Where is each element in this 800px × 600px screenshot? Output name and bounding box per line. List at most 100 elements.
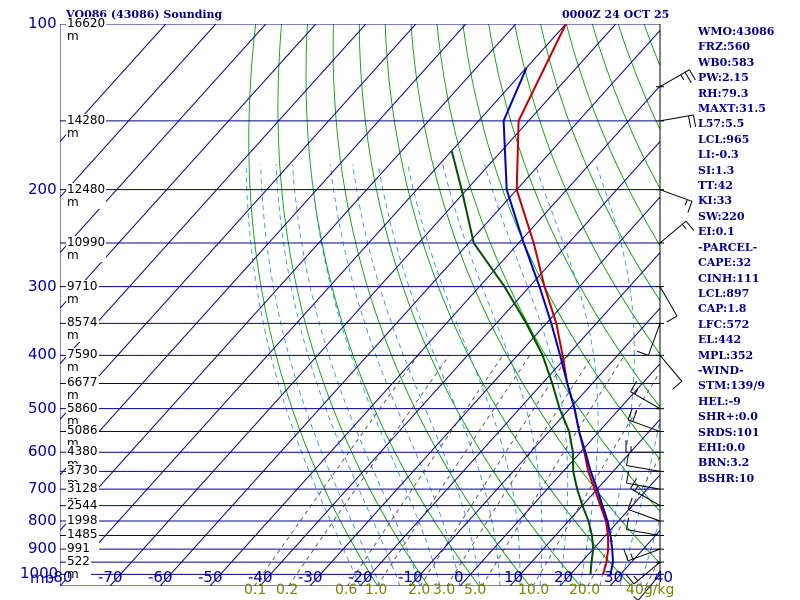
wind-barb-column <box>623 24 697 600</box>
mixing-ratio-label: 0.6 <box>335 582 358 598</box>
index-item: MPL:352 <box>698 348 754 362</box>
moist-adiabat <box>352 164 481 586</box>
mixing-ratio-line <box>481 355 625 586</box>
wind-barb <box>625 440 664 453</box>
mixing-ratio-label: 0.1 <box>244 582 267 598</box>
mixing-ratio-line <box>446 355 594 586</box>
index-item: SRDS:101 <box>698 425 760 439</box>
moist-adiabat <box>595 164 635 586</box>
index-item: LCL:965 <box>698 132 750 146</box>
dry-adiabat <box>774 24 800 586</box>
isotherm-line <box>409 307 660 586</box>
mixing-ratio-label: 3.0 <box>433 582 456 598</box>
temperature-tick-label: -20 <box>348 568 373 586</box>
dry-adiabat <box>514 24 660 355</box>
index-item: WMO:43086 <box>698 25 775 38</box>
dewpoint-line <box>450 150 595 575</box>
temperature-tick-label: -60 <box>148 568 173 586</box>
index-item: MAXT:31.5 <box>698 102 766 116</box>
index-item: L57:5.5 <box>698 117 745 131</box>
isotherm-line <box>60 24 367 365</box>
isotherm-line <box>60 24 467 476</box>
pressure-tick-label: 400 <box>28 345 57 364</box>
wind-barb <box>627 497 664 522</box>
wind-barb <box>627 408 664 432</box>
background-grid <box>60 24 800 586</box>
dry-adiabat <box>540 24 660 302</box>
height-label: 16620 m <box>66 16 107 43</box>
dry-adiabat <box>358 24 581 586</box>
isotherm-line <box>159 29 660 586</box>
wind-barb <box>656 286 678 323</box>
index-item: CAP:1.8 <box>698 302 747 316</box>
index-item: BSHR:10 <box>698 471 755 485</box>
mixing-ratio-label: 10.0 <box>518 582 550 598</box>
index-item: CINH:111 <box>698 271 760 285</box>
height-label: 6677 m <box>66 375 99 403</box>
moist-adiabat <box>639 516 660 586</box>
wind-barb <box>656 220 695 244</box>
moist-adiabat <box>275 164 401 586</box>
dry-adiabat <box>384 24 632 586</box>
pressure-tick-label: 700 <box>28 479 57 498</box>
index-item: HEL:-9 <box>698 394 741 408</box>
wind-barb <box>656 354 683 390</box>
moist-adiabat <box>407 164 521 586</box>
pressure-tick-label: 200 <box>28 179 57 198</box>
index-item: LCL:897 <box>698 286 750 300</box>
dry-adiabat <box>332 24 531 586</box>
isotherm-line <box>359 251 660 586</box>
temperature-tick-label: 0 <box>454 568 464 586</box>
index-item: BRN:3.2 <box>698 456 750 470</box>
virtual-temperature-line <box>502 67 615 575</box>
moist-adiabat <box>245 164 361 586</box>
isotherm-line <box>259 140 660 586</box>
moist-adiabat <box>484 164 569 586</box>
index-item: WB0:583 <box>698 55 755 69</box>
plot-frame <box>60 24 660 586</box>
wind-barb <box>626 517 664 536</box>
index-item: SI:1.3 <box>698 163 735 177</box>
temperature-tick-label: -70 <box>98 568 123 586</box>
temperature-tick-label: -80 <box>48 568 73 586</box>
temperature-tick-label: 10 <box>504 568 524 586</box>
moist-adiabat <box>329 164 461 586</box>
wind-barb <box>630 477 664 507</box>
sounding-profiles <box>450 24 615 575</box>
index-item: EI:0.1 <box>698 225 735 239</box>
mixing-ratio-line <box>419 355 570 586</box>
index-item: LI:-0.3 <box>698 148 739 162</box>
pressure-tick-label: 500 <box>28 398 57 417</box>
pressure-tick-label: 900 <box>28 539 57 558</box>
mixing-ratio-label: 5.0 <box>464 582 487 598</box>
stability-indices-list: WMO:43086 FRZ:560 WB0:583 PW:2.15 RH:79.3 MAX… <box>698 24 774 486</box>
temperature-tick-label: 40 <box>654 568 674 586</box>
dry-adiabat <box>436 24 660 513</box>
height-label: 8574 m <box>66 315 99 343</box>
isotherm-line <box>60 24 417 421</box>
mixing-ratio-line <box>347 355 504 586</box>
pressure-tick-label: 1000 <box>20 564 59 583</box>
wind-barb <box>623 548 664 562</box>
temperature-tick-label: 30 <box>604 568 624 586</box>
index-item: FRZ:560 <box>698 40 751 54</box>
moist-adiabat <box>619 418 660 586</box>
dry-adiabat <box>277 24 429 586</box>
wind-barb <box>656 114 697 128</box>
isotherm-line <box>60 24 267 254</box>
wind-barb <box>625 561 664 585</box>
index-item: RH:79.3 <box>698 86 749 100</box>
mixing-ratio-label: 20.0 <box>569 582 601 598</box>
index-item: STM:139/9 <box>698 379 765 393</box>
height-label: 522 m <box>66 554 91 582</box>
index-item: EL:442 <box>698 333 742 347</box>
moist-adiabat <box>534 164 599 586</box>
index-item: TT:42 <box>698 179 733 193</box>
mixing-ratio-line <box>532 370 660 586</box>
mixing-ratio-label: 0.2 <box>276 582 299 598</box>
height-label: 10990 m <box>66 235 107 262</box>
mixing-ratio-line <box>376 355 531 586</box>
sounding-time: 0000Z 24 OCT 25 <box>562 8 670 21</box>
mixing-ratio-label: 1.0 <box>365 582 388 598</box>
